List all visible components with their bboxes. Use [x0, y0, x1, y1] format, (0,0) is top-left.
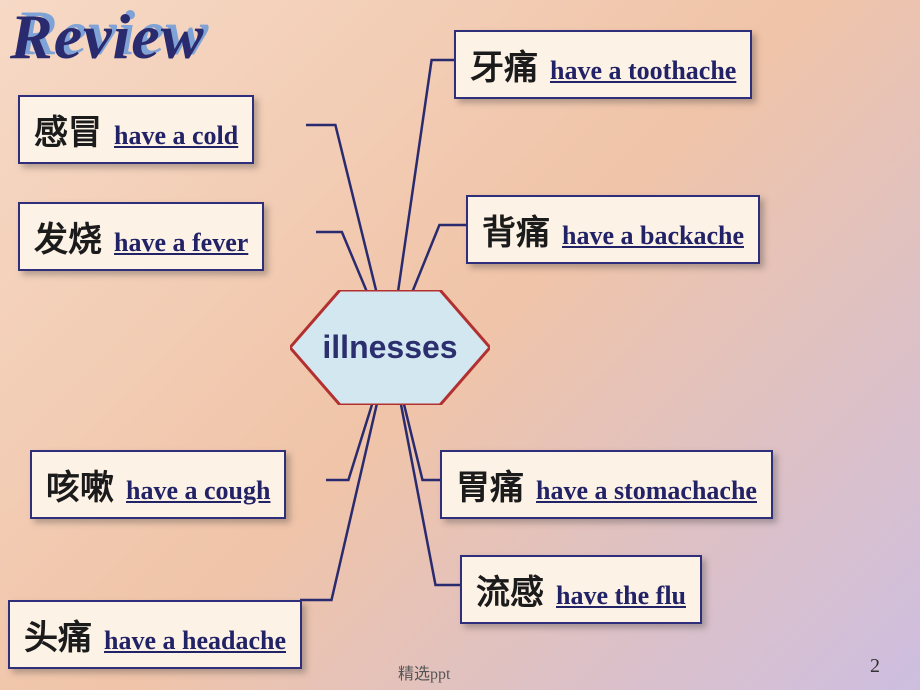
slide-title: Review [10, 0, 204, 74]
node-stomachache-en: have a stomachache [536, 476, 757, 505]
node-flu-en: have the flu [556, 581, 686, 610]
node-flu-cn: 流感 [476, 575, 544, 612]
node-fever: 发烧 have a fever [18, 202, 264, 271]
node-headache: 头痛 have a headache [8, 600, 302, 669]
node-cold-en: have a cold [114, 121, 238, 150]
node-cough: 咳嗽 have a cough [30, 450, 286, 519]
node-toothache: 牙痛 have a toothache [454, 30, 752, 99]
node-cold-cn: 感冒 [34, 115, 102, 152]
node-fever-en: have a fever [114, 228, 248, 257]
node-cough-en: have a cough [126, 476, 270, 505]
page-number: 2 [870, 655, 880, 678]
node-toothache-en: have a toothache [550, 56, 736, 85]
node-stomachache-cn: 胃痛 [456, 470, 524, 507]
node-cough-cn: 咳嗽 [46, 470, 114, 507]
node-stomachache: 胃痛 have a stomachache [440, 450, 773, 519]
center-hexagon: illnesses [290, 290, 490, 405]
node-toothache-cn: 牙痛 [470, 50, 538, 87]
node-backache-cn: 背痛 [482, 215, 550, 252]
node-fever-cn: 发烧 [34, 222, 102, 259]
center-label: illnesses [290, 290, 490, 405]
node-cold: 感冒 have a cold [18, 95, 254, 164]
footer-text: 精选ppt [398, 660, 450, 684]
node-headache-cn: 头痛 [24, 620, 92, 657]
node-flu: 流感 have the flu [460, 555, 702, 624]
node-headache-en: have a headache [104, 626, 286, 655]
node-backache-en: have a backache [562, 221, 744, 250]
node-backache: 背痛 have a backache [466, 195, 760, 264]
